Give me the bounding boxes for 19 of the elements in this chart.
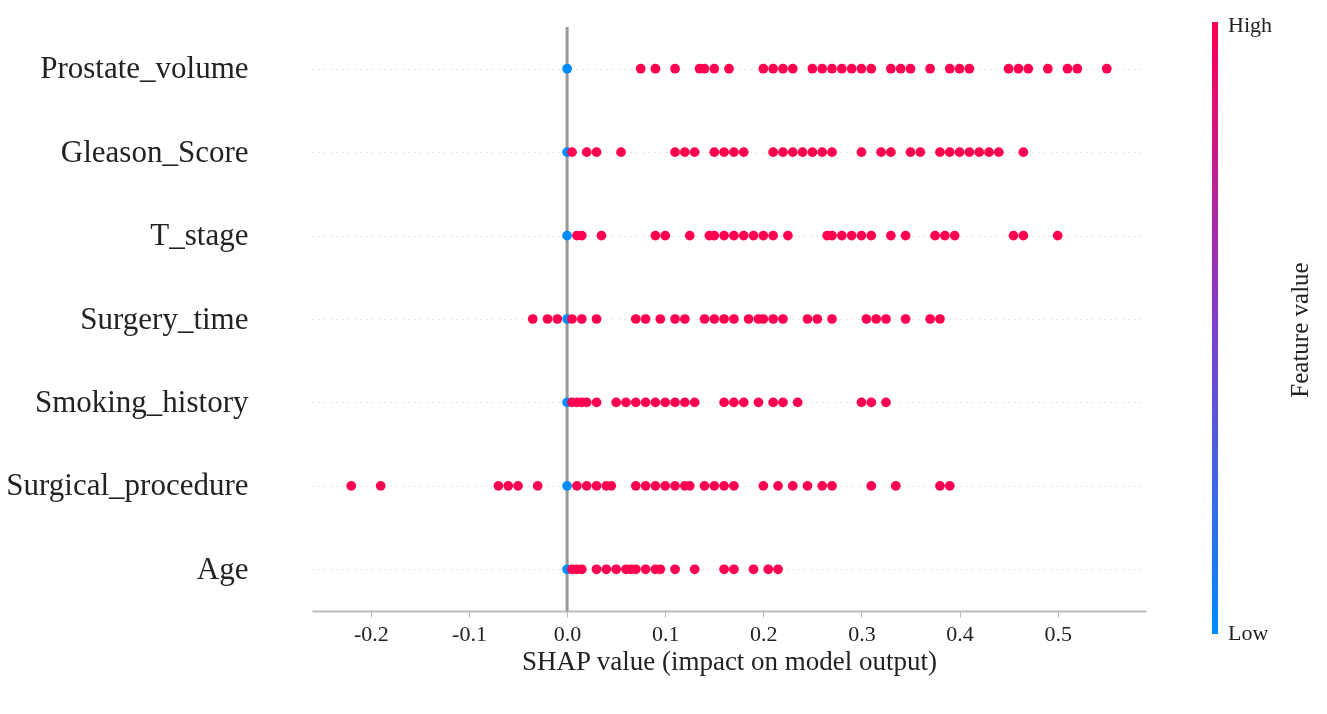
x-tick-label: 0.2 <box>750 620 778 646</box>
x-axis-title: SHAP value (impact on model output) <box>521 645 938 676</box>
x-tick-label: 0.3 <box>848 620 876 646</box>
color-bar-title: Feature value <box>1286 262 1314 398</box>
x-tick-label: -0.2 <box>353 620 389 646</box>
x-tick-label: 0.4 <box>946 620 974 646</box>
text: Low <box>1228 620 1269 646</box>
x-tick-label: 0.5 <box>1044 620 1072 646</box>
x-tick-label: -0.1 <box>452 620 487 646</box>
x-tick-label: 0.1 <box>651 620 680 646</box>
y-tick-label: Age <box>196 550 249 586</box>
y-tick-label: T_stage <box>150 217 249 253</box>
y-tick-label: Gleason_Score <box>60 133 249 169</box>
y-tick-label: Smoking_history <box>34 383 249 419</box>
y-tick-label: Prostate_volume <box>40 50 249 86</box>
text: High <box>1228 12 1272 38</box>
x-tick-label: 0.0 <box>553 620 582 646</box>
y-tick-label: Surgical_procedure <box>6 467 249 503</box>
y-tick-label: Surgery_time <box>80 300 249 336</box>
